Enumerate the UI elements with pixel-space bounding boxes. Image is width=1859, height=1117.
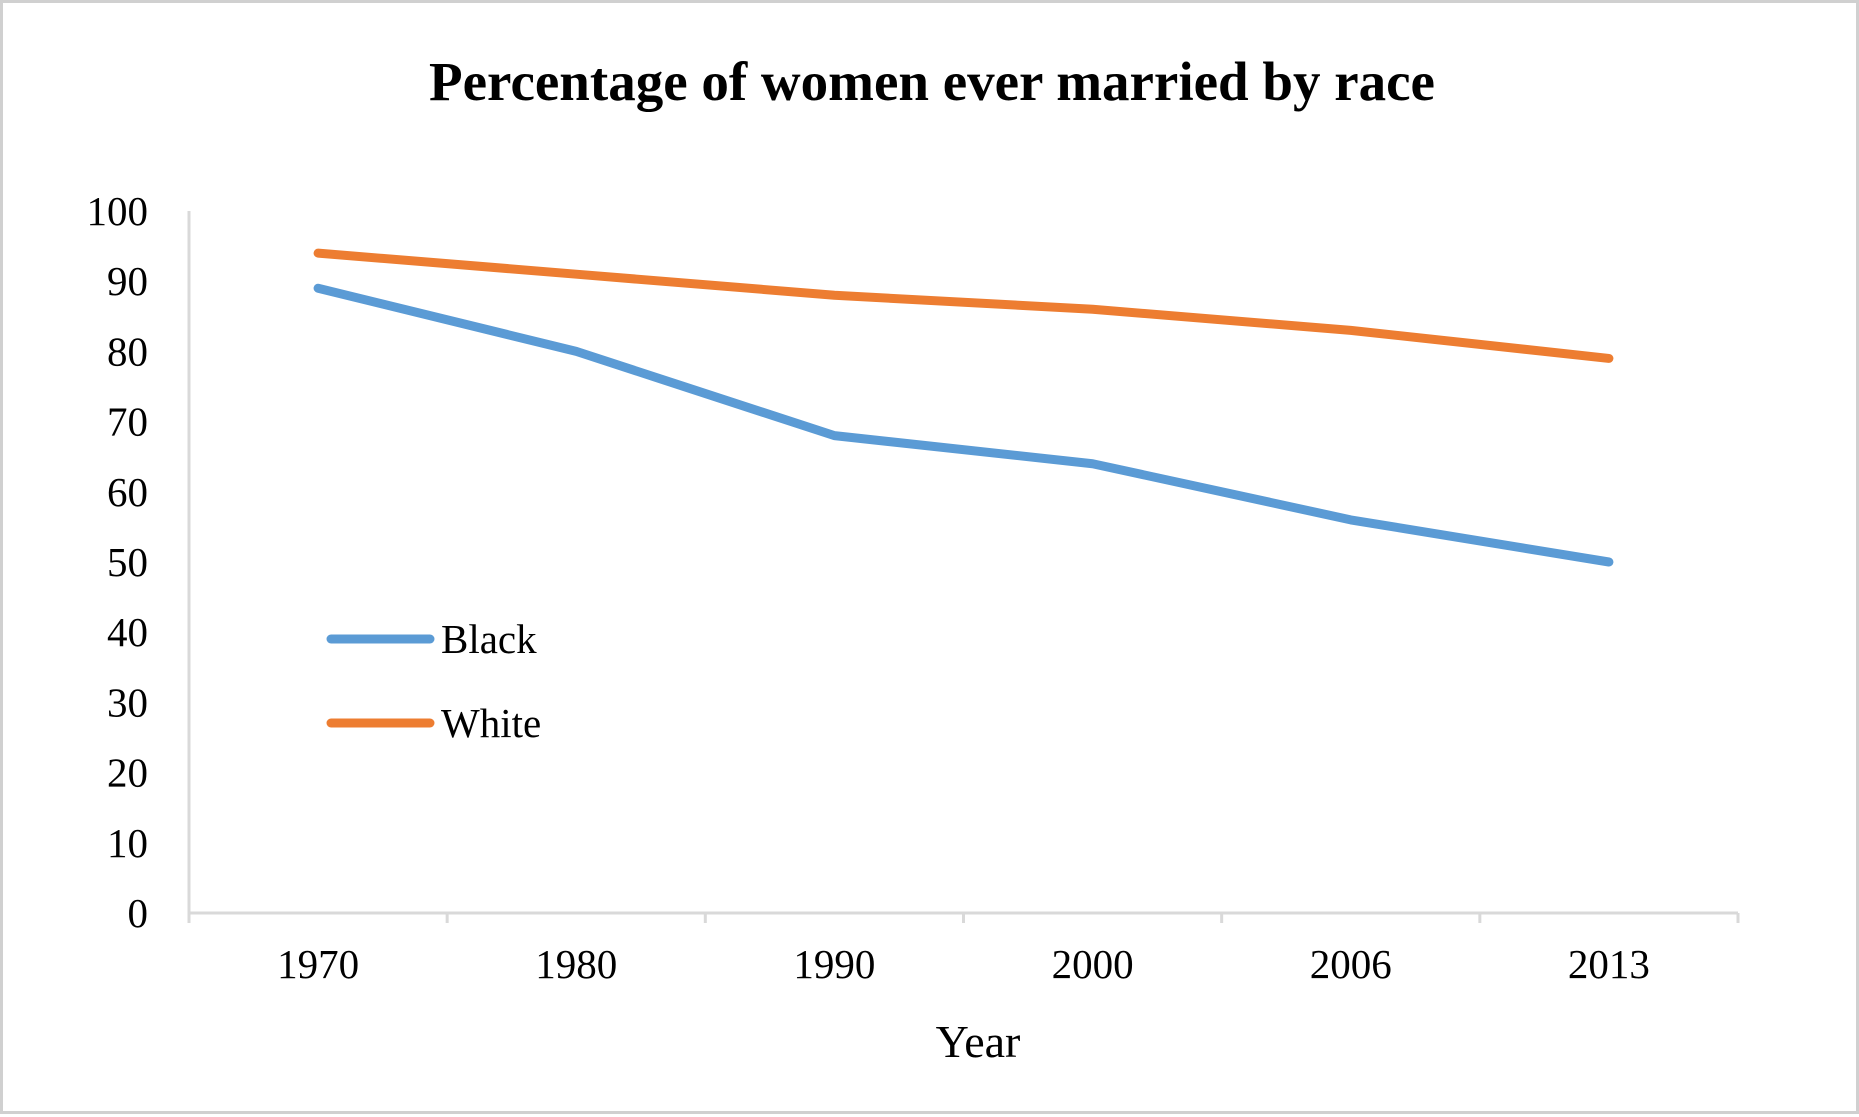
x-tick-label: 1970 [277,941,359,987]
y-tick-label: 20 [107,750,148,796]
data-point-black [1092,463,1094,465]
series-line-black [313,283,1614,567]
y-tick-label: 60 [107,469,148,515]
y-tick-label: 30 [107,679,148,725]
y-tick-label: 0 [128,890,149,936]
data-point-white [1092,308,1094,310]
x-tick-label: 1980 [535,941,617,987]
y-tick-label: 40 [107,609,148,655]
data-point-black [1350,519,1352,521]
x-axis-title: Year [936,1016,1021,1067]
chart-title: Percentage of women ever married by race [429,51,1435,112]
x-tick-label: 2013 [1568,941,1650,987]
data-point-black [317,287,319,289]
data-point-white [575,273,577,275]
data-point-white [1608,357,1610,359]
data-point-white [833,294,835,296]
data-point-white [1350,329,1352,331]
y-tick-label: 70 [107,399,148,445]
x-tick-label: 2006 [1310,941,1392,987]
y-tick-label: 90 [107,258,148,304]
axes [187,211,1740,923]
legend-label-black: Black [441,616,537,662]
data-point-black [833,435,835,437]
data-point-black [1608,561,1610,563]
y-tick-label: 50 [107,539,148,585]
series-lines [313,248,1614,567]
line-chart: Percentage of women ever married by race… [87,51,1740,1067]
x-axis-ticks: 1970 1980 1990 2000 2006 2013 [277,941,1650,987]
legend: Black White [326,616,541,746]
y-tick-label: 10 [107,820,148,866]
x-tick-label: 2000 [1052,941,1134,987]
y-axis-ticks: 0 10 20 30 40 50 60 70 80 90 100 [87,188,149,936]
series-line-white [313,248,1614,363]
data-point-white [317,252,319,254]
data-point-black [575,350,577,352]
legend-label-white: White [441,700,541,746]
y-tick-label: 100 [87,188,149,234]
x-tick-label: 1990 [793,941,875,987]
y-tick-label: 80 [107,328,148,374]
